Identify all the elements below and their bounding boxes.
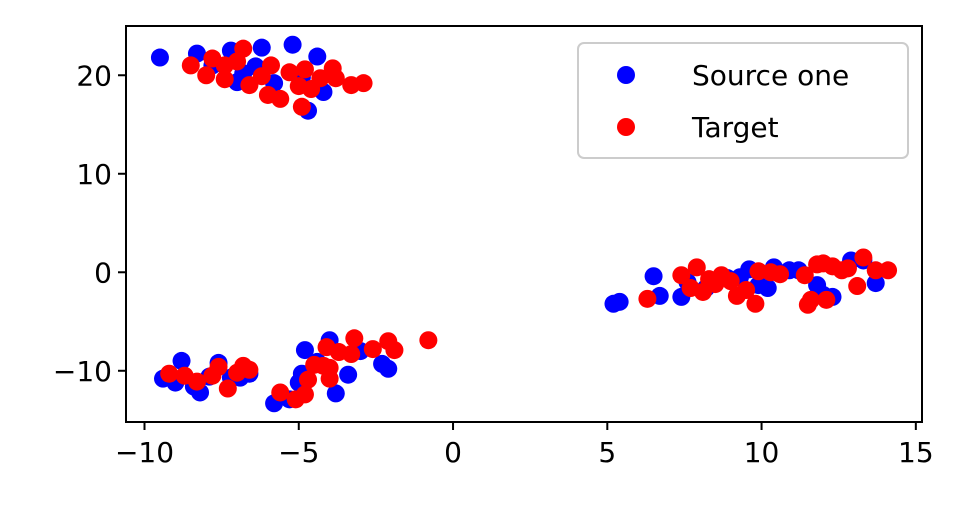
data-point (638, 289, 657, 308)
data-point (326, 384, 345, 403)
data-point (320, 358, 339, 377)
x-tick-label: −5 (278, 436, 319, 469)
data-point (299, 370, 318, 389)
data-point (746, 294, 765, 313)
data-point (311, 69, 330, 88)
data-point (271, 383, 290, 402)
data-point (795, 266, 814, 285)
series-target (160, 39, 898, 409)
x-tick-label: 0 (444, 436, 462, 469)
data-point (687, 258, 706, 277)
data-point (160, 364, 179, 383)
y-tick-label: 20 (76, 59, 112, 92)
legend: Source one Target (577, 42, 909, 159)
y-tick-label: −10 (53, 355, 112, 388)
data-point (218, 379, 237, 398)
y-tick-label: 0 (94, 256, 112, 289)
data-point (363, 340, 382, 359)
legend-label: Source one (692, 59, 849, 92)
data-point (721, 272, 740, 291)
data-point (801, 290, 820, 309)
data-point (342, 345, 361, 364)
plot-frame (125, 25, 923, 423)
data-point (295, 341, 314, 360)
data-point (252, 38, 271, 57)
data-point (814, 254, 833, 273)
y-axis-ticks: −10 0 10 20 (53, 59, 126, 388)
legend-marker (617, 118, 635, 136)
data-point (172, 351, 191, 370)
data-point (345, 329, 364, 348)
x-tick-label: 15 (898, 436, 934, 469)
data-point (150, 48, 169, 67)
x-tick-label: 5 (598, 436, 616, 469)
x-axis-ticks: −10 −5 0 5 10 15 (115, 422, 934, 469)
data-point (385, 341, 404, 360)
x-tick-label: 10 (744, 436, 780, 469)
data-point (283, 35, 302, 54)
data-point (817, 290, 836, 309)
data-point (295, 60, 314, 79)
data-point (879, 261, 898, 280)
data-point (187, 372, 206, 391)
data-point (292, 97, 311, 116)
data-point (373, 354, 392, 373)
data-point (339, 365, 358, 384)
y-tick-label: 10 (76, 158, 112, 191)
data-point (262, 56, 281, 75)
data-point (672, 266, 691, 285)
data-point (758, 279, 777, 298)
data-point (644, 267, 663, 286)
data-point (354, 74, 373, 93)
legend-box (577, 42, 909, 159)
data-point (234, 39, 253, 58)
legend-marker (617, 66, 635, 84)
data-point (317, 338, 336, 357)
data-point (215, 70, 234, 89)
data-point (181, 56, 200, 75)
data-point (280, 63, 299, 82)
data-point (240, 360, 259, 379)
data-point (866, 261, 885, 280)
data-point (771, 265, 790, 284)
data-point (209, 357, 228, 376)
data-point (848, 277, 867, 296)
data-point (326, 69, 345, 88)
data-point (610, 292, 629, 311)
data-point (737, 281, 756, 299)
x-tick-label: −10 (115, 436, 174, 469)
data-point (258, 85, 277, 104)
data-point (295, 385, 314, 404)
data-point (197, 66, 216, 85)
points-layer (150, 35, 898, 413)
data-point (308, 47, 327, 66)
data-point (866, 274, 885, 293)
data-point (419, 331, 438, 350)
legend-label: Target (691, 111, 779, 144)
data-point (854, 248, 873, 267)
data-point (838, 259, 857, 278)
